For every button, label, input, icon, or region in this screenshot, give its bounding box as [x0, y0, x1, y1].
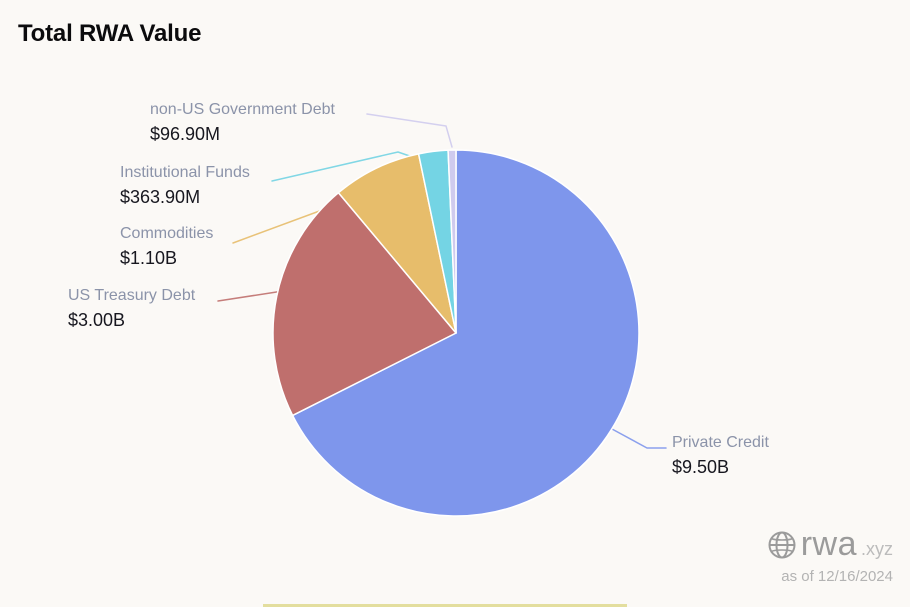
- watermark-as-of: as of 12/16/2024: [781, 568, 893, 585]
- pie-slice-us-treasury-debt[interactable]: [272, 191, 457, 417]
- slice-name: Institutional Funds: [120, 164, 250, 181]
- label-private-credit: Private Credit $9.50B: [672, 433, 769, 479]
- watermark-suffix: .xyz: [860, 539, 893, 559]
- leader-line-non-us-government-debt: [366, 113, 453, 148]
- slice-value: $96.90M: [150, 124, 221, 144]
- slice-name: US Treasury Debt: [68, 287, 196, 304]
- slice-name: Commodities: [120, 225, 214, 242]
- pie-slice-non-us-government-debt[interactable]: [447, 149, 457, 334]
- pie-slice-private-credit[interactable]: [291, 149, 640, 517]
- slice-value: $9.50B: [672, 457, 730, 477]
- label-non-us-government-debt: non-US Government Debt $96.90M: [150, 100, 335, 146]
- slice-value: $1.10B: [120, 248, 178, 268]
- watermark-brand: rwa: [800, 525, 857, 563]
- slice-value: $3.00B: [68, 310, 126, 330]
- label-institutional-funds: Institutional Funds $363.90M: [120, 163, 250, 209]
- slice-name: non-US Government Debt: [150, 101, 335, 118]
- leader-line-private-credit: [611, 428, 667, 449]
- pie-slices: [272, 149, 640, 517]
- chart-title: Total RWA Value: [18, 20, 202, 47]
- slice-value: $363.90M: [120, 187, 201, 207]
- slice-name: Private Credit: [672, 434, 769, 451]
- globe-icon: [767, 530, 797, 560]
- leader-line-us-treasury-debt: [217, 290, 284, 302]
- label-us-treasury-debt: US Treasury Debt $3.00B: [68, 286, 195, 332]
- rwa-xyz-watermark[interactable]: rwa .xyz as of 12/16/2024: [767, 525, 893, 585]
- bottom-edge-artifact: [263, 604, 627, 607]
- label-commodities: Commodities $1.10B: [120, 224, 213, 270]
